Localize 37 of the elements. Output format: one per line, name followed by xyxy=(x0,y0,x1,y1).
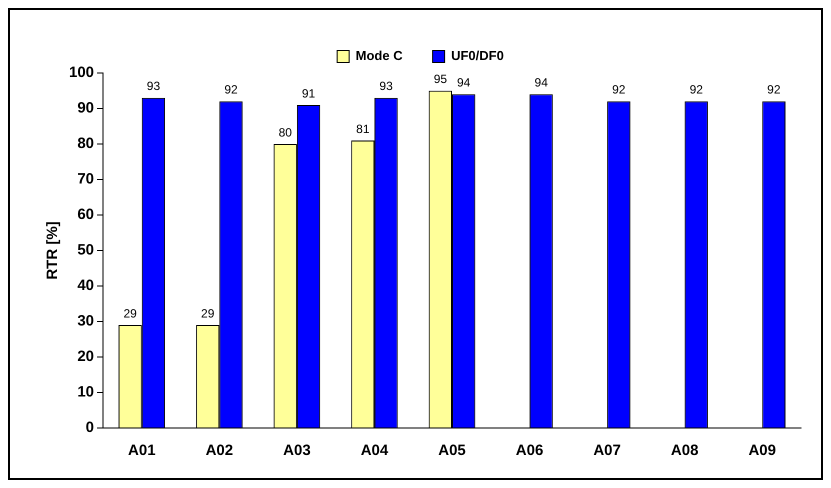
y-tick-label: 10 xyxy=(77,384,94,401)
data-label: 29 xyxy=(201,306,215,320)
y-tick-label: 70 xyxy=(77,170,94,188)
y-tick-label: 50 xyxy=(77,242,94,259)
y-axis-title: RTR [%] xyxy=(44,221,62,280)
data-label: 91 xyxy=(302,86,316,100)
y-tick-label: 20 xyxy=(77,348,94,366)
y-tick-label: 80 xyxy=(77,135,94,152)
x-tick-label: A04 xyxy=(360,442,389,460)
data-label: 94 xyxy=(534,76,548,90)
data-label: 92 xyxy=(224,82,238,97)
data-label: 29 xyxy=(123,306,138,320)
x-tick-label: A03 xyxy=(283,442,311,460)
legend-label: Mode C xyxy=(356,48,404,64)
data-label: 92 xyxy=(767,82,781,97)
data-label: 92 xyxy=(612,82,626,97)
x-tick-label: A09 xyxy=(748,442,776,460)
data-label: 81 xyxy=(356,122,370,136)
data-label: 93 xyxy=(146,79,160,94)
data-label: 92 xyxy=(690,82,704,97)
y-tick-label: 90 xyxy=(77,100,94,117)
y-tick-label: 40 xyxy=(77,277,94,294)
data-label: 93 xyxy=(379,79,394,94)
x-tick-label: A08 xyxy=(670,442,698,460)
y-tick-label: 30 xyxy=(77,312,94,330)
x-tick-label: A02 xyxy=(206,442,234,460)
y-tick-label: 100 xyxy=(68,64,94,82)
y-tick-label: 60 xyxy=(77,206,94,224)
data-label: 80 xyxy=(278,125,292,140)
x-tick-label: A06 xyxy=(516,442,544,460)
legend-label: UF0/DF0 xyxy=(451,48,504,64)
x-tick-label: A05 xyxy=(438,442,466,460)
x-tick-label: A07 xyxy=(593,442,621,460)
data-label: 95 xyxy=(434,72,448,86)
y-tick-label: 0 xyxy=(86,419,94,436)
x-tick-label: A01 xyxy=(128,442,156,460)
data-label: 94 xyxy=(456,76,471,90)
